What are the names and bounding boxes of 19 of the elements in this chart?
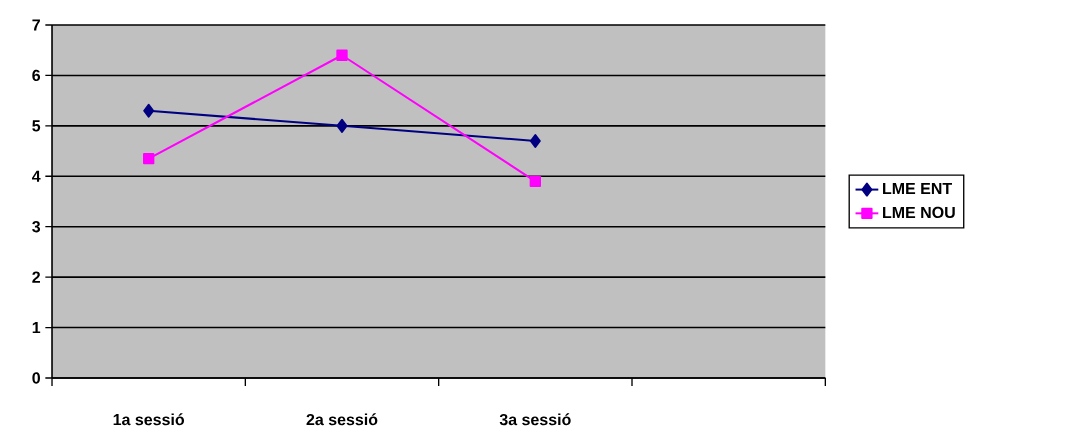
y-tick-label: 0: [32, 372, 40, 384]
y-tick-label: 7: [32, 19, 40, 31]
legend-label: LME NOU: [883, 206, 955, 219]
point: [143, 103, 155, 118]
point: [336, 118, 348, 133]
y-tick-label: 4: [31, 170, 41, 182]
point: [529, 133, 541, 148]
x-tick-label: 1a sessió: [113, 413, 185, 426]
point: [143, 152, 155, 165]
x-tick-label: 2a sessió: [306, 413, 378, 426]
point: [336, 49, 348, 61]
y-tick-label: 5: [32, 120, 41, 132]
legend-label: LME ENT: [883, 183, 952, 195]
point: [529, 175, 542, 187]
x-tick-label: 3a sessió: [499, 413, 571, 426]
y-tick-label: 6: [32, 69, 41, 82]
y-tick-label: 2: [32, 271, 40, 283]
y-tick-label: 1: [32, 322, 41, 334]
y-tick-label: 3: [32, 221, 41, 233]
